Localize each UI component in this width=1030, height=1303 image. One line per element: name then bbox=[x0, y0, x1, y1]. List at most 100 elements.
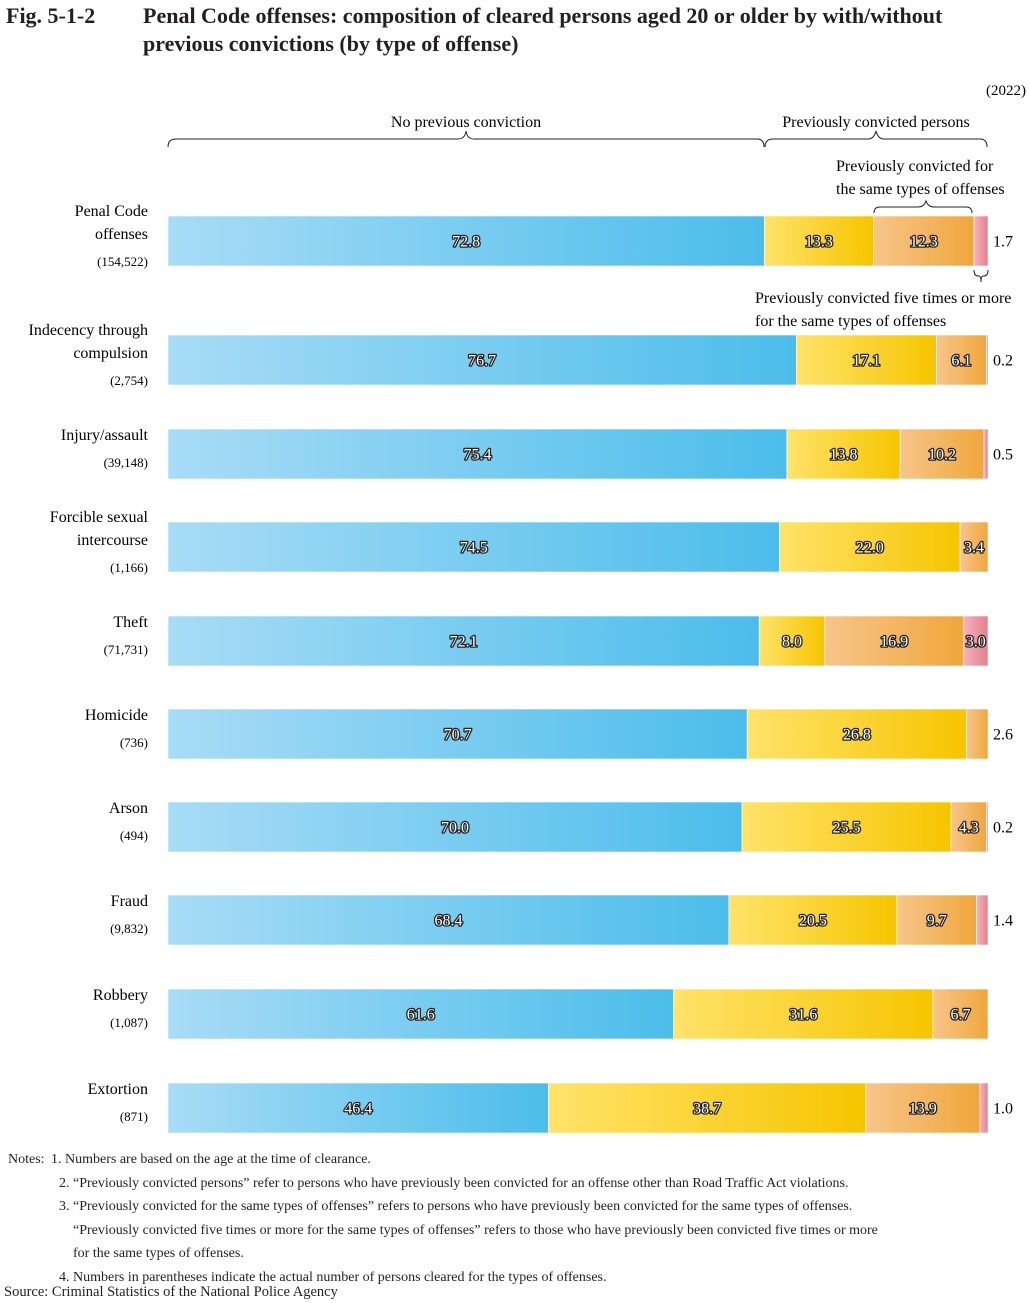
category-label: Homicide bbox=[85, 707, 148, 724]
same-type-brace bbox=[873, 199, 973, 214]
no-previous-segment bbox=[167, 521, 780, 573]
previously-convicted-segment bbox=[764, 215, 874, 267]
notes-lead: Notes: bbox=[8, 1152, 45, 1167]
category-count: (1,166) bbox=[110, 560, 148, 575]
note-1: Notes: 1. Numbers are based on the age at… bbox=[8, 1148, 1028, 1172]
same-type-segment bbox=[896, 894, 977, 946]
five-times-segment bbox=[976, 894, 989, 946]
outside-value-label: 1.0 bbox=[993, 1101, 1013, 1118]
no-previous-segment bbox=[167, 428, 788, 480]
note-4: 4. Numbers in parentheses indicate the a… bbox=[59, 1269, 607, 1285]
five-times-segment bbox=[986, 334, 989, 386]
category-label: Penal Code bbox=[75, 203, 148, 220]
no-previous-brace bbox=[167, 130, 765, 148]
bar-row: Robbery (1,087) 61.6 31.6 6.7 bbox=[93, 987, 989, 1040]
category-label: compulsion bbox=[73, 345, 148, 362]
same-type-value-label: 6.7 bbox=[951, 1007, 971, 1024]
five-times-segment bbox=[986, 801, 989, 853]
category-count: (71,731) bbox=[104, 642, 148, 657]
category-label: offenses bbox=[95, 226, 148, 243]
five-times-brace bbox=[973, 269, 989, 283]
previously-convicted-segment bbox=[786, 428, 901, 480]
same-type-segment bbox=[824, 615, 964, 667]
same-type-segment bbox=[936, 334, 987, 386]
outside-value-label: 0.5 bbox=[993, 447, 1013, 464]
no-previous-value-label: 61.6 bbox=[407, 1007, 435, 1024]
previously-convicted-label: Previously convicted persons bbox=[782, 114, 970, 131]
previously-convicted-segment bbox=[746, 708, 967, 760]
five-times-segment bbox=[963, 615, 989, 667]
figure-title: Penal Code offenses: composition of clea… bbox=[143, 3, 943, 56]
previously-convicted-value-label: 26.8 bbox=[843, 727, 871, 744]
same-type-value-label: 16.9 bbox=[880, 634, 908, 651]
same-type-label-line2: the same types of offenses bbox=[836, 181, 1005, 198]
same-type-value-label: 3.4 bbox=[964, 540, 984, 557]
previously-convicted-value-label: 17.1 bbox=[852, 353, 880, 370]
category-count: (39,148) bbox=[104, 455, 148, 470]
bar-row: Injury/assault (39,148) 75.4 13.8 10.2 0.5 bbox=[61, 427, 1013, 480]
bar-row: Forcible sexual intercourse (1,166) 74.5 22.… bbox=[50, 509, 989, 575]
previously-convicted-value-label: 22.0 bbox=[856, 540, 884, 557]
no-previous-value-label: 46.4 bbox=[344, 1101, 372, 1118]
bar-row: Indecency through compulsion (2,754) 76.7 17… bbox=[28, 322, 1013, 388]
category-label: Indecency through bbox=[28, 322, 148, 339]
category-label: Forcible sexual bbox=[50, 509, 149, 526]
same-type-segment bbox=[899, 428, 985, 480]
same-type-segment bbox=[950, 801, 987, 853]
category-label: Arson bbox=[109, 800, 148, 817]
previously-convicted-value-label: 25.5 bbox=[833, 820, 861, 837]
outside-value-label: 0.2 bbox=[993, 353, 1013, 370]
source-line: Source: Criminal Statistics of the Natio… bbox=[4, 1284, 338, 1300]
no-previous-segment bbox=[167, 1082, 549, 1134]
bar-row: Extortion (871) 46.4 38.7 13.9 1.0 bbox=[88, 1081, 1013, 1134]
stacked-bar-chart: (2022) No previous conviction Previously… bbox=[28, 83, 1026, 1134]
no-previous-segment bbox=[167, 988, 674, 1040]
outside-value-label: 2.6 bbox=[993, 727, 1013, 744]
five-times-value-label: 3.0 bbox=[966, 634, 986, 651]
same-type-segment bbox=[959, 521, 989, 573]
category-count: (154,522) bbox=[97, 254, 148, 269]
bar-row: Theft (71,731) 72.1 8.0 16.9 3.0 bbox=[104, 614, 989, 667]
same-type-value-label: 10.2 bbox=[928, 447, 956, 464]
no-previous-segment bbox=[167, 615, 760, 667]
no-previous-value-label: 68.4 bbox=[434, 913, 462, 930]
bar-row: Arson (494) 70.0 25.5 4.3 0.2 bbox=[109, 800, 1013, 853]
same-type-value-label: 9.7 bbox=[927, 913, 947, 930]
category-count: (494) bbox=[120, 828, 148, 843]
previously-convicted-segment bbox=[796, 334, 937, 386]
previously-convicted-segment bbox=[758, 615, 826, 667]
outside-value-label: 1.7 bbox=[993, 234, 1013, 251]
no-previous-value-label: 70.7 bbox=[444, 727, 472, 744]
previously-convicted-value-label: 20.5 bbox=[799, 913, 827, 930]
previously-convicted-segment bbox=[779, 521, 961, 573]
no-previous-value-label: 76.7 bbox=[468, 353, 496, 370]
no-previous-segment bbox=[167, 894, 730, 946]
category-count: (736) bbox=[120, 735, 148, 750]
previously-convicted-value-label: 31.6 bbox=[789, 1007, 817, 1024]
previously-convicted-segment bbox=[673, 988, 934, 1040]
same-type-value-label: 12.3 bbox=[910, 234, 938, 251]
year-label: (2022) bbox=[986, 83, 1026, 99]
same-type-segment bbox=[873, 215, 975, 267]
figure-number: Fig. 5-1-2 bbox=[6, 3, 96, 28]
same-type-segment bbox=[966, 708, 989, 760]
no-previous-value-label: 75.4 bbox=[463, 447, 491, 464]
five-times-segment bbox=[983, 428, 989, 480]
category-count: (871) bbox=[120, 1109, 148, 1124]
no-previous-value-label: 74.5 bbox=[460, 540, 488, 557]
same-type-label-line1: Previously convicted for bbox=[836, 158, 994, 175]
previously-convicted-segment bbox=[728, 894, 898, 946]
bar-row: Fraud (9,832) 68.4 20.5 9.7 1.4 bbox=[110, 893, 1013, 946]
no-previous-label: No previous conviction bbox=[391, 114, 541, 131]
category-label: Extortion bbox=[88, 1081, 148, 1098]
five-times-label-line1: Previously convicted five times or more bbox=[755, 290, 1011, 307]
no-previous-value-label: 70.0 bbox=[441, 820, 469, 837]
note-3c: for the same types of offenses. bbox=[73, 1246, 244, 1261]
note-3a: 3. “Previously convicted for the same ty… bbox=[59, 1199, 853, 1214]
previously-convicted-value-label: 8.0 bbox=[782, 634, 802, 651]
bar-row: Homicide (736) 70.7 26.8 2.6 bbox=[85, 707, 1013, 760]
previously-convicted-value-label: 13.3 bbox=[805, 234, 833, 251]
same-type-value-label: 4.3 bbox=[959, 820, 979, 837]
note-3b: “Previously convicted five times or more… bbox=[73, 1222, 878, 1238]
bar-row: Penal Code offenses (154,522) 72.8 13.3 12.3 1… bbox=[75, 203, 1013, 269]
